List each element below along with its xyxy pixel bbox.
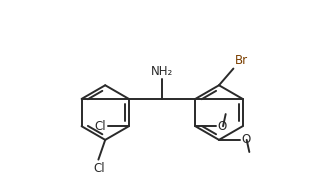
Text: O: O [241,133,250,146]
Text: NH₂: NH₂ [151,65,173,78]
Text: Cl: Cl [95,120,107,133]
Text: O: O [217,120,227,133]
Text: Br: Br [235,54,248,67]
Text: Cl: Cl [93,162,105,175]
